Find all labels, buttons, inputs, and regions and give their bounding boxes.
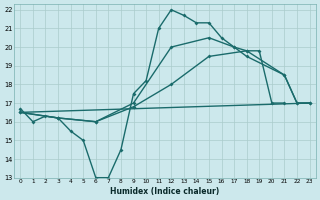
X-axis label: Humidex (Indice chaleur): Humidex (Indice chaleur) (110, 187, 220, 196)
